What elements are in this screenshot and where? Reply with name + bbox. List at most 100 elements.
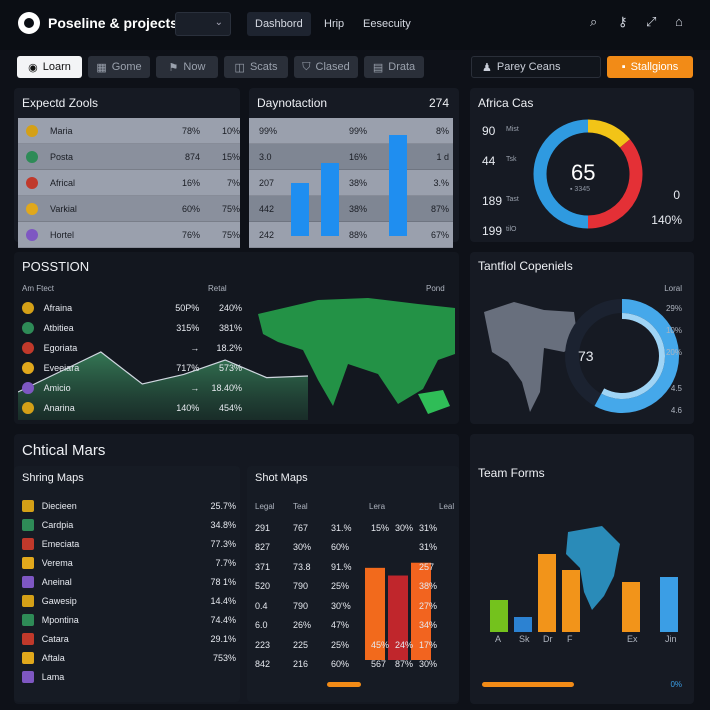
flag-icon — [22, 670, 34, 683]
row-value-b: 381% — [218, 323, 243, 333]
row-cell: 16% — [349, 151, 368, 162]
ring-legend-value: 4.5 — [670, 384, 682, 393]
table-row[interactable]: 520 790 25% 38% — [255, 577, 455, 597]
table-row[interactable]: Hortel 76% 75% — [18, 222, 240, 248]
expand-icon[interactable]: ⤢ — [646, 14, 657, 29]
australia-shape — [418, 390, 450, 414]
table-row[interactable]: 442 38% 87% — [249, 196, 453, 222]
toolbar-button-now[interactable]: ⚑ Now — [156, 56, 218, 78]
primary-action-button[interactable]: ▪ Stallgions — [607, 56, 693, 78]
row-value-b: 18.2% — [216, 343, 243, 353]
list-item[interactable]: Verema 7.7% — [22, 553, 236, 572]
row-cell: 15% — [371, 522, 390, 533]
list-item[interactable]: Atbitiea 315% 381% — [22, 318, 242, 338]
search-field[interactable]: ♟ Parey Ceans — [471, 56, 601, 78]
donut-segment — [587, 139, 643, 229]
shot-bar — [388, 575, 408, 660]
table-row[interactable]: Africal 16% 7% — [18, 170, 240, 196]
row-cell: 291 — [255, 522, 271, 533]
row-cell: 520 — [255, 581, 271, 592]
list-item[interactable]: Cardpia 34.8% — [22, 515, 236, 534]
africa-donut — [533, 119, 643, 229]
panel-title: Africa Cas — [478, 96, 534, 110]
row-cell: 0.4 — [255, 600, 268, 611]
row-cell: 30'% — [331, 600, 351, 611]
row-value: 29.1% — [210, 633, 236, 644]
search-icon[interactable]: ⌕ — [590, 14, 598, 29]
panel-title: POSSTION — [22, 259, 90, 274]
notification-icon[interactable]: ⌂ — [675, 14, 683, 29]
nav-help[interactable]: Hrip — [324, 12, 344, 36]
table-row[interactable]: Varkial 60% 75% — [18, 196, 240, 222]
list-item[interactable]: Diecieen 25.7% — [22, 496, 236, 515]
toolbar-button-clased[interactable]: ⛉ Clased — [294, 56, 358, 78]
key-icon[interactable]: ⚷ — [618, 14, 628, 29]
list-item[interactable]: Anarina 140% 454% — [22, 398, 242, 418]
row-cell: 207 — [259, 177, 275, 188]
table-row[interactable]: 371 73.8 91.% 257 — [255, 557, 455, 577]
list-item[interactable]: Gawesip 14.4% — [22, 591, 236, 610]
row-cell: 827 — [255, 542, 271, 553]
donut-right-value: 0 — [673, 188, 680, 202]
button-label: Drata — [388, 61, 416, 73]
row-name: Catara — [41, 633, 69, 644]
list-item[interactable]: Catara 29.1% — [22, 629, 236, 648]
row-value-b: 7% — [226, 177, 240, 188]
row-cell: 31% — [419, 522, 438, 533]
table-row[interactable]: Posta 874 15% — [18, 144, 240, 170]
flag-icon — [22, 632, 34, 645]
stat-value: 199 — [482, 224, 503, 238]
team-bar — [660, 577, 678, 632]
table-row[interactable]: 827 30% 60% 31% — [255, 538, 455, 558]
column-header: Am Ftect — [22, 284, 55, 293]
toolbar-button-learn[interactable]: ◉ Loarn — [17, 56, 82, 78]
table-row[interactable]: 842 216 60% 567 87% 30% — [255, 655, 455, 675]
row-cell: 223 — [255, 639, 271, 650]
list-item[interactable]: Eveeiara 717% 573% — [22, 358, 242, 378]
continent-shape — [484, 302, 578, 412]
table-row[interactable]: 207 38% 3.% — [249, 170, 453, 196]
row-cell: 87% — [430, 203, 449, 214]
flag-icon — [26, 150, 38, 163]
nav-dashboard[interactable]: Dashbord — [247, 12, 311, 36]
column-header: Retal — [208, 284, 227, 293]
list-item[interactable]: Aftala 753% — [22, 648, 236, 667]
table-row[interactable]: 291 767 31.% 15% 30% 31% — [255, 518, 455, 538]
row-cell: 31% — [419, 542, 438, 553]
table-row[interactable]: 6.0 26% 47% 34% — [255, 616, 455, 636]
row-value: 74.4% — [210, 614, 236, 625]
table-row[interactable]: 242 88% 67% — [249, 222, 453, 248]
toolbar-button-drata[interactable]: ▤ Drata — [364, 56, 424, 78]
ring-fill — [594, 299, 679, 413]
workspace-select[interactable]: ⌄ — [175, 12, 231, 36]
row-value-b: 573% — [218, 363, 243, 373]
ring-center-value: 73 — [578, 348, 594, 364]
table-row[interactable]: Maria 78% 10% — [18, 118, 240, 144]
flag-icon — [26, 228, 38, 241]
toolbar-button-game[interactable]: ▦ Gome — [88, 56, 150, 78]
row-value-b: 454% — [218, 403, 243, 413]
nav-security[interactable]: Eesecuity — [363, 12, 411, 36]
chevron-down-icon: ⌄ — [214, 17, 223, 28]
row-cell: 242 — [259, 229, 275, 240]
row-cell: 24% — [395, 639, 414, 650]
table-row[interactable]: 99% 99% 8% — [249, 118, 453, 144]
list-item[interactable]: Emeciata 77.3% — [22, 534, 236, 553]
app-logo[interactable]: Poseline & projects — [18, 12, 178, 34]
table-row[interactable]: 3.0 16% 1 d — [249, 144, 453, 170]
list-item[interactable]: Amicio → 18.40% — [22, 378, 242, 398]
row-cell: 3.% — [433, 177, 449, 188]
toolbar-button-scats[interactable]: ◫ Scats — [224, 56, 288, 78]
flag-icon — [22, 382, 34, 394]
list-item[interactable]: Afraina 50P% 240% — [22, 298, 242, 318]
app-title: Poseline & projects — [48, 15, 178, 31]
button-label: Gome — [111, 61, 142, 73]
row-cell: 38% — [349, 203, 368, 214]
table-row[interactable]: 223 225 25% 45% 24% 17% — [255, 635, 455, 655]
table-row[interactable]: 0.4 790 30'% 27% — [255, 596, 455, 616]
list-item[interactable]: Egoriata → 18.2% — [22, 338, 242, 358]
list-item[interactable]: Mpontina 74.4% — [22, 610, 236, 629]
list-item[interactable]: Aneinal 78 1% — [22, 572, 236, 591]
list-item[interactable]: Lama — [22, 667, 236, 686]
team-axis-label: Ex — [627, 634, 638, 642]
